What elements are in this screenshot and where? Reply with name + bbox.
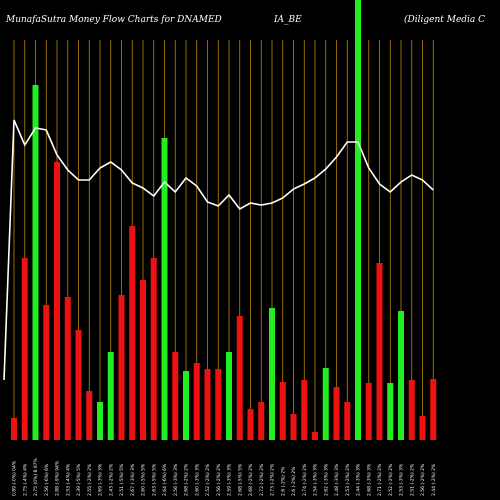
x-tick-labels: 0.89 (-0%) 04% 2.75 (-4%) 4% 2.75 (0%) 8.9… (12, 457, 437, 496)
tick-label-1: 0.89 (-0%) 04% (12, 460, 18, 496)
tick-label-37: 2.53 (-3%) 3% (399, 463, 405, 496)
tick-label-19: 2.52 (-2%) 2% (205, 463, 211, 496)
bar-34 (365, 383, 372, 440)
tick-label-25: 2.73 (-2%) 2% (270, 463, 276, 496)
tick-label-18: 2.60 (-3%) 3% (194, 463, 200, 496)
chart-title-part-2: IA_BE (273, 15, 302, 25)
tick-label-28: 2.74 (-2%) 2% (302, 463, 308, 496)
tick-label-22: 2.68 (-5%) 5% (237, 463, 243, 496)
tick-label-39: 2.56 (-2%) 2% (420, 463, 426, 496)
tick-label-40: 2.44 (-2%) 2% (431, 463, 437, 496)
tick-label-33: 2.44 (-3%) 3% (356, 463, 362, 496)
bar-23 (247, 409, 254, 440)
bar-26 (279, 382, 286, 440)
tick-label-20: 2.56 (-2%) 2% (216, 463, 222, 496)
tick-label-27: 2.6 (-2%) 2% (291, 466, 297, 496)
bar-5 (54, 162, 60, 440)
bar-21 (226, 352, 232, 440)
bar-20 (215, 369, 222, 440)
bar-6 (64, 297, 71, 440)
bars (11, 0, 437, 440)
chart-title-part-1: MunafaSutra Money Flow Charts for DNAMED (5, 15, 222, 25)
tick-label-8: 2.55 (-2%) 2% (87, 463, 93, 496)
tick-label-9: 2.69 (-3%) 3% (98, 463, 104, 496)
bar-37 (398, 311, 404, 440)
tick-label-3: 2.75 (0%) 8.97% (33, 457, 39, 496)
bar-3 (32, 85, 39, 440)
tick-label-14: 2.63 (-5%) 5% (151, 463, 157, 496)
bar-4 (43, 305, 50, 440)
chart-title-part-3: (Diligent Media C (404, 14, 485, 25)
bar-2 (21, 258, 28, 440)
bar-33 (355, 0, 361, 440)
tick-label-2: 2.75 (-4%) 4% (22, 463, 28, 496)
bar-13 (140, 280, 146, 440)
tick-label-17: 2.68 (-2%) 2% (184, 463, 190, 496)
tick-label-32: 2.53 (-2%) 2% (345, 463, 351, 496)
bar-12 (129, 226, 136, 440)
tick-label-13: 2.60 (-5%) 5% (141, 463, 147, 496)
tick-label-15: 2.64 (-6%) 6% (162, 463, 168, 496)
bar-17 (183, 371, 189, 440)
bar-1 (11, 418, 17, 440)
tick-label-31: 2.48 (-3%) 3% (334, 463, 340, 496)
tick-label-24: 2.72 (-2%) 2% (259, 463, 265, 496)
bar-24 (258, 402, 265, 440)
bar-40 (430, 379, 437, 440)
bar-11 (118, 295, 125, 440)
tick-label-11: 2.51 (-5%) 5% (119, 463, 125, 496)
bar-27 (290, 414, 297, 440)
tick-label-4: 2.56 (-6%) 6% (44, 463, 50, 496)
tick-label-30: 2.62 (-3%) 3% (323, 463, 329, 496)
tick-label-10: 2.43 (-2%) 2% (108, 463, 114, 496)
tick-label-26: 2.6 (-2%) 2% (280, 466, 286, 496)
tick-label-29: 2.54 (-3%) 3% (313, 463, 319, 496)
tick-label-35: 2.71 (-2%) 2% (377, 463, 383, 496)
tick-label-21: 2.59 (-3%) 3% (227, 463, 233, 496)
bar-29 (312, 432, 318, 440)
bar-8 (86, 391, 93, 440)
tick-label-38: 2.51 (-2%) 2% (409, 463, 415, 496)
bar-7 (75, 330, 82, 440)
tick-label-7: 2.39 (-5%) 5% (76, 463, 82, 496)
bar-15 (161, 138, 168, 440)
tick-label-5: 2.88 (-9%) 94% (55, 460, 61, 496)
bar-31 (333, 387, 340, 440)
tick-label-6: 2.53 (-4%) 4% (65, 463, 71, 496)
bar-14 (150, 258, 157, 440)
bar-22 (236, 316, 243, 440)
tick-label-34: 2.68 (-3%) 3% (366, 463, 372, 496)
bar-38 (408, 380, 415, 440)
bar-16 (172, 352, 179, 440)
bar-18 (193, 363, 200, 440)
bar-30 (322, 368, 329, 440)
tick-label-23: 2.68 (-2%) 2% (248, 463, 254, 496)
price-line-path (3, 119, 434, 381)
tick-label-12: 2.67 (-3%) 3% (130, 463, 136, 496)
bar-36 (387, 383, 394, 440)
chart-title: MunafaSutra Money Flow Charts for DNAMED… (5, 14, 485, 25)
bar-39 (419, 416, 426, 440)
bar-9 (97, 402, 103, 440)
bar-19 (204, 369, 211, 440)
tick-label-16: 2.56 (-3%) 3% (173, 463, 179, 496)
bar-25 (269, 308, 275, 440)
bar-35 (376, 263, 383, 440)
bar-32 (344, 402, 351, 440)
tick-label-36: 2.52 (-2%) 2% (388, 463, 394, 496)
price-line (3, 119, 434, 381)
bar-10 (107, 352, 114, 440)
bar-28 (301, 380, 308, 440)
